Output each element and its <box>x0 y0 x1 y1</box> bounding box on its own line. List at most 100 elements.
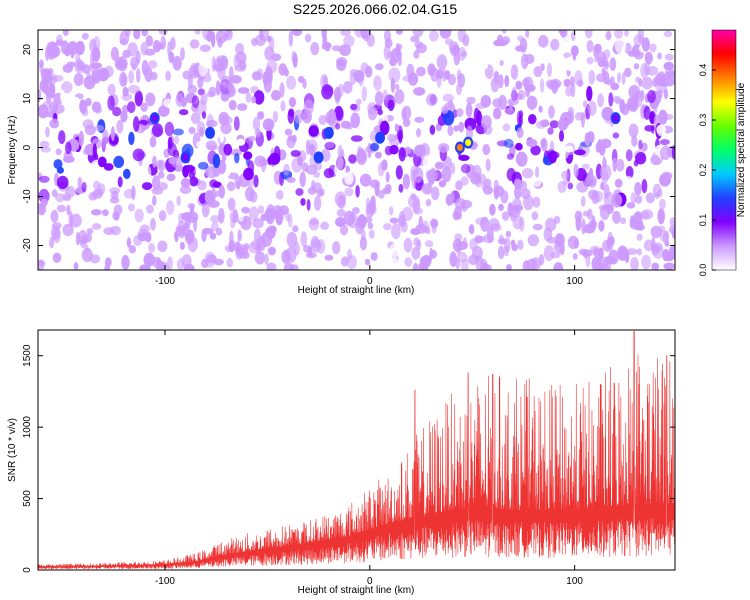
heatmap-blob <box>352 207 360 215</box>
heatmap-blob <box>45 126 50 138</box>
heatmap-blob <box>515 151 528 167</box>
heatmap-blob <box>55 148 62 156</box>
heatmap-blob <box>434 161 444 170</box>
heatmap-blob <box>586 56 594 65</box>
heatmap-blob <box>501 30 507 34</box>
heatmap-blob <box>403 237 413 253</box>
heatmap-blob <box>286 231 298 248</box>
heatmap-blob <box>466 96 476 105</box>
heatmap-blob <box>413 237 420 247</box>
heatmap-blob <box>94 106 102 114</box>
heatmap-blob <box>509 213 517 222</box>
heatmap-blob <box>645 192 656 204</box>
heatmap-blob <box>659 198 666 210</box>
heatmap-blob <box>271 53 282 62</box>
heatmap-blob <box>254 155 267 168</box>
heatmap-blob <box>92 143 97 159</box>
heatmap-blob <box>91 223 102 230</box>
heatmap-blob <box>271 89 281 101</box>
heatmap-blob <box>251 96 257 104</box>
heatmap-blob <box>234 64 247 72</box>
heatmap-blob <box>103 163 114 171</box>
heatmap-blob <box>493 39 503 47</box>
heatmap-blob <box>355 185 360 198</box>
heatmap-blob <box>391 223 401 240</box>
hot-spot <box>456 144 463 152</box>
heatmap-blob <box>188 172 196 179</box>
heatmap-blob <box>587 100 597 116</box>
x-tick-label: 100 <box>566 276 583 287</box>
heatmap-blob <box>62 192 71 201</box>
heatmap-blob <box>56 204 67 213</box>
heatmap-blob <box>81 108 89 117</box>
heatmap-blob <box>205 140 218 151</box>
heatmap-blob <box>337 83 344 97</box>
heatmap-blob <box>569 76 575 87</box>
heatmap-blob <box>593 45 599 59</box>
heatmap-blob <box>284 128 293 136</box>
heatmap-blob <box>462 34 470 47</box>
heatmap-blob <box>526 138 538 148</box>
heatmap-blob <box>168 156 177 165</box>
heatmap-blob <box>225 30 233 41</box>
heatmap-blob <box>557 180 567 193</box>
heatmap-blob <box>226 181 236 192</box>
heatmap-blob <box>442 93 455 102</box>
heatmap-blob <box>350 103 358 111</box>
heatmap-blob <box>389 57 398 67</box>
heatmap-blob <box>530 257 541 270</box>
heatmap-blob <box>633 34 644 47</box>
heatmap-blob <box>641 142 648 152</box>
heatmap-blob <box>66 204 71 216</box>
heatmap-blob <box>385 171 390 183</box>
heatmap-blob <box>402 173 410 190</box>
heatmap-blob <box>188 126 196 135</box>
snr-frame <box>37 329 676 571</box>
heatmap-blob <box>486 226 494 243</box>
heatmap-blob <box>52 227 61 244</box>
heatmap-blob <box>418 261 428 270</box>
heatmap-blob <box>573 163 579 178</box>
heatmap-blob <box>521 168 534 179</box>
heatmap-blob <box>458 121 465 133</box>
heatmap-blob <box>510 239 516 247</box>
heatmap-blob <box>519 37 528 53</box>
heatmap-blob <box>196 140 204 149</box>
heatmap-blob <box>504 107 515 115</box>
heatmap-blob <box>416 128 421 138</box>
heatmap-blob <box>641 179 648 194</box>
hot-spot <box>151 114 158 122</box>
heatmap-blob <box>565 56 577 72</box>
heatmap-blob <box>342 81 353 94</box>
heatmap-blob <box>84 124 96 136</box>
heatmap-blob <box>460 176 469 186</box>
heatmap-blob <box>639 211 650 220</box>
heatmap-blob <box>643 239 654 252</box>
heatmap-blob <box>183 263 195 270</box>
colorbar-tick-label: 0.0 <box>698 264 708 277</box>
heatmap-blob <box>210 221 219 231</box>
heatmap-blob <box>302 78 307 89</box>
heatmap-blob <box>480 262 490 270</box>
heatmap-blob <box>176 195 181 206</box>
heatmap-blob <box>527 234 540 247</box>
heatmap-blob <box>641 37 651 52</box>
heatmap-blob <box>614 178 623 188</box>
heatmap-blob <box>662 113 674 121</box>
heatmap-blob <box>47 41 59 58</box>
heatmap-blob <box>158 30 168 35</box>
heatmap-blob <box>550 251 561 259</box>
heatmap-blob <box>468 254 479 266</box>
heatmap-blob <box>73 73 84 86</box>
heatmap-blob <box>517 89 526 101</box>
heatmap-blob <box>257 111 265 120</box>
heatmap-blob <box>633 63 640 70</box>
heatmap-blob <box>493 71 500 80</box>
heatmap-blob <box>458 154 470 161</box>
heatmap-blob <box>523 194 534 211</box>
heatmap-blob <box>460 163 471 174</box>
heatmap-x-axis-label: Height of straight line (km) <box>298 285 415 296</box>
heatmap-blob <box>406 63 415 78</box>
heatmap-blob <box>152 175 161 191</box>
heatmap-blob <box>412 30 424 38</box>
